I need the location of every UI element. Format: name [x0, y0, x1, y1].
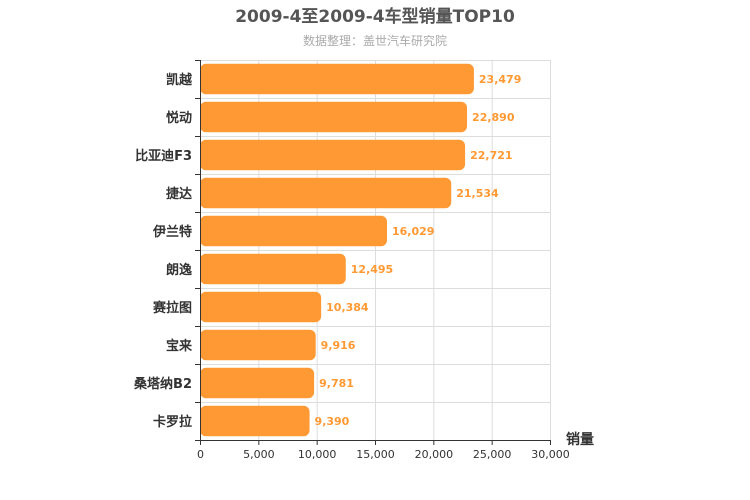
category-label: 宝来 — [166, 338, 193, 354]
data-label: 21,534 — [456, 187, 499, 200]
labels: 23,479 凯越 22,890 悦动 22,721 比亚迪F3 21,534 捷达 16,02… — [133, 72, 570, 461]
chart-subtitle: 数据整理：盖世汽车研究院 — [303, 33, 447, 48]
category-label: 桑塔纳B2 — [133, 376, 192, 392]
data-label: 22,890 — [472, 111, 515, 124]
category-label: 凯越 — [166, 72, 193, 88]
x-axis-label: 销量 — [566, 431, 594, 448]
chart-title: 2009-4至2009-4车型销量TOP10 — [235, 6, 515, 27]
category-label: 卡罗拉 — [153, 414, 192, 430]
x-tick-label: 10,000 — [298, 448, 337, 461]
data-label: 23,479 — [479, 73, 521, 86]
category-label: 朗逸 — [166, 262, 192, 278]
category-label: 捷达 — [166, 186, 192, 202]
bar[interactable] — [200, 139, 466, 171]
data-label: 16,029 — [392, 225, 434, 238]
x-tick-label: 0 — [197, 448, 204, 461]
category-label: 赛拉图 — [152, 300, 192, 316]
data-label: 9,390 — [315, 415, 350, 428]
bar[interactable] — [200, 329, 316, 361]
axes — [195, 60, 551, 445]
bar[interactable] — [200, 405, 310, 437]
bar[interactable] — [200, 101, 468, 133]
x-tick-label: 5,000 — [243, 448, 275, 461]
bar[interactable] — [200, 63, 474, 95]
x-tick-label: 25,000 — [473, 448, 512, 461]
data-label: 22,721 — [470, 149, 512, 162]
bar[interactable] — [200, 367, 315, 399]
data-label: 9,916 — [321, 339, 356, 352]
category-label: 比亚迪F3 — [135, 148, 192, 164]
data-label: 12,495 — [351, 263, 393, 276]
bar[interactable] — [200, 177, 452, 209]
bar[interactable] — [200, 253, 346, 285]
bar[interactable] — [200, 291, 322, 323]
data-label: 9,781 — [319, 377, 354, 390]
category-label: 悦动 — [166, 110, 192, 126]
bars — [200, 63, 474, 437]
bar[interactable] — [200, 215, 388, 247]
x-tick-label: 20,000 — [415, 448, 454, 461]
x-tick-label: 30,000 — [531, 448, 570, 461]
data-label: 10,384 — [326, 301, 369, 314]
x-tick-label: 15,000 — [356, 448, 395, 461]
category-label: 伊兰特 — [152, 224, 192, 240]
